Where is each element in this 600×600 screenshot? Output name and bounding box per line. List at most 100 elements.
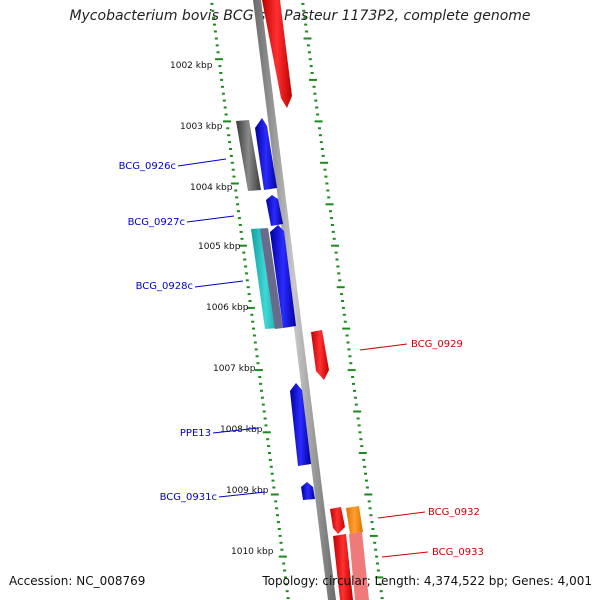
outer-ruler-tick	[364, 479, 368, 482]
inner-ruler-tick	[239, 230, 243, 233]
inner-ruler-tick	[227, 134, 231, 137]
gene-label-bcg-0926c[interactable]: BCG_0926c	[119, 161, 176, 172]
outer-ruler-tick	[304, 23, 308, 26]
inner-ruler-tick	[269, 465, 273, 468]
outer-ruler-tick	[321, 154, 325, 157]
gene-label-bcg-0928c[interactable]: BCG_0928c	[136, 281, 193, 292]
inner-ruler-tick	[276, 514, 279, 517]
gene-label-bcg-0931c[interactable]: BCG_0931c	[160, 492, 217, 503]
outer-ruler-tick	[368, 507, 372, 510]
outer-ruler-tick	[376, 569, 380, 572]
outer-ruler-tick	[313, 92, 317, 95]
feature-bcg-0927c	[266, 195, 283, 226]
inner-ruler-tick	[220, 78, 224, 81]
outer-ruler-tick	[324, 175, 328, 178]
callout-line-bcg-0927c	[186, 215, 235, 223]
inner-ruler-tick	[278, 534, 282, 537]
gene-label-bcg-0927c[interactable]: BCG_0927c	[128, 217, 185, 228]
outer-ruler-tick	[374, 548, 378, 551]
kbp-label-1004: 1004 kbp	[190, 183, 233, 193]
outer-ruler-tick	[303, 37, 312, 40]
topology-text: Topology: circular; Length: 4,374,522 bp…	[262, 574, 592, 588]
callout-line-bcg-0933	[381, 551, 429, 558]
outer-ruler-tick	[347, 369, 356, 372]
outer-ruler-tick	[369, 514, 373, 517]
outer-ruler-tick	[307, 51, 311, 54]
inner-ruler-tick	[246, 306, 255, 309]
inner-ruler-tick	[215, 44, 219, 47]
outer-ruler-tick	[359, 438, 363, 441]
inner-ruler-tick	[230, 182, 239, 185]
outer-ruler-tick	[330, 224, 334, 226]
outer-ruler-tick	[342, 327, 351, 330]
inner-ruler-tick	[231, 168, 235, 171]
outer-ruler-tick	[365, 486, 369, 489]
gene-label-bcg-0929[interactable]: BCG_0929	[411, 339, 463, 350]
inner-ruler-tick	[246, 286, 250, 289]
gene-label-bcg-0932[interactable]: BCG_0932	[428, 507, 480, 518]
inner-ruler-tick	[275, 507, 279, 510]
inner-ruler-tick	[221, 85, 224, 88]
outer-ruler-tick	[320, 161, 329, 164]
outer-ruler-tick	[316, 113, 320, 116]
outer-ruler-tick	[351, 376, 355, 378]
outer-ruler-tick	[336, 265, 340, 268]
inner-ruler-tick	[243, 258, 247, 261]
inner-ruler-tick	[248, 300, 252, 302]
inner-ruler-tick	[219, 72, 223, 74]
inner-ruler-tick	[274, 500, 278, 503]
gene-label-ppe13[interactable]: PPE13	[180, 428, 211, 439]
gene-label-bcg-0933[interactable]: BCG_0933	[432, 547, 484, 558]
inner-ruler-tick	[251, 320, 255, 323]
inner-ruler-tick	[266, 438, 270, 441]
inner-ruler-tick	[252, 327, 255, 330]
inner-ruler-tick	[282, 562, 286, 565]
inner-ruler-tick	[263, 417, 267, 420]
outer-ruler-tick	[310, 72, 314, 74]
outer-ruler-tick	[354, 403, 358, 406]
outer-ruler-tick	[346, 341, 350, 344]
outer-ruler-tick	[305, 30, 309, 33]
inner-ruler-tick	[284, 576, 287, 579]
callout-line-bcg-0929	[359, 343, 408, 351]
inner-ruler-tick	[211, 9, 215, 12]
outer-ruler-tick	[369, 534, 378, 537]
outer-ruler-tick	[347, 348, 351, 351]
inner-ruler-tick	[262, 410, 266, 413]
inner-ruler-tick	[284, 583, 288, 586]
outer-ruler-tick	[327, 196, 331, 199]
inner-ruler-tick	[223, 120, 231, 123]
inner-ruler-tick	[229, 148, 232, 150]
inner-ruler-tick	[277, 528, 281, 530]
genome-backbone	[253, 0, 336, 600]
inner-ruler-tick	[245, 272, 248, 275]
outer-ruler-tick	[314, 120, 323, 123]
inner-ruler-tick	[261, 403, 265, 406]
outer-ruler-tick	[338, 279, 342, 282]
inner-ruler-tick	[228, 141, 232, 144]
inner-ruler-tick	[270, 493, 279, 496]
inner-ruler-tick	[213, 23, 216, 26]
inner-ruler-tick	[238, 244, 247, 247]
outer-ruler-tick	[353, 396, 357, 399]
outer-ruler-tick	[308, 58, 312, 61]
callout-line-bcg-0932	[377, 511, 426, 519]
outer-ruler-tick	[331, 230, 335, 233]
feature-bcg-0926c	[255, 118, 277, 190]
outer-ruler-tick	[362, 458, 366, 461]
feature-forward-top	[262, 0, 292, 108]
inner-ruler-tick	[260, 389, 263, 392]
outer-ruler-tick	[373, 541, 377, 544]
outer-ruler-tick	[325, 203, 334, 206]
inner-ruler-tick	[262, 431, 271, 434]
outer-ruler-tick	[345, 334, 349, 337]
feature-bcg-0932	[330, 507, 345, 534]
outer-ruler-tick	[301, 2, 305, 5]
kbp-label-1003: 1003 kbp	[180, 122, 223, 132]
inner-ruler-tick	[285, 590, 289, 593]
outer-ruler-tick	[318, 134, 322, 137]
inner-ruler-tick	[253, 341, 257, 344]
inner-ruler-tick	[255, 355, 259, 358]
outer-ruler-tick	[340, 293, 344, 296]
